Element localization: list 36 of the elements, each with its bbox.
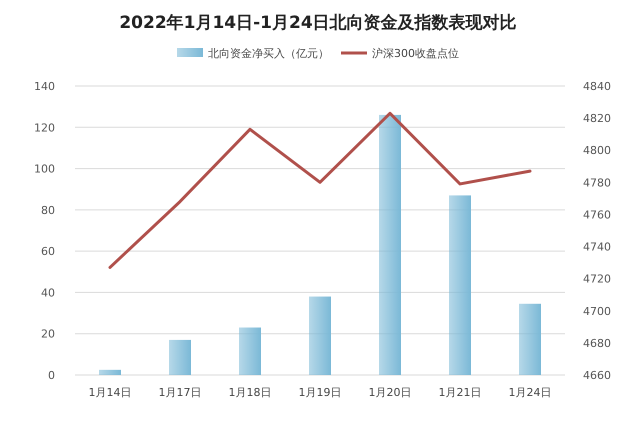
y-tick-label: 0	[48, 369, 55, 382]
chart-title: 2022年1月14日-1月24日北向资金及指数表现对比	[119, 13, 517, 33]
line-series	[108, 112, 532, 269]
x-tick-label: 1月24日	[508, 386, 552, 399]
y2-tick-label: 4700	[583, 304, 611, 318]
bar	[449, 195, 471, 375]
y-tick-label: 60	[41, 245, 55, 258]
y-tick-label: 20	[41, 328, 55, 341]
bar	[169, 340, 191, 375]
y2-tick-label: 4820	[583, 112, 611, 126]
bar	[99, 370, 121, 375]
x-tick-label: 1月20日	[368, 386, 412, 399]
y-tick-label: 80	[41, 204, 55, 217]
bar	[309, 296, 331, 375]
y-tick-label: 40	[41, 286, 55, 300]
bar	[239, 328, 261, 375]
bar	[519, 304, 541, 375]
x-tick-label: 1月17日	[158, 386, 202, 399]
y2-tick-label: 4780	[583, 176, 611, 190]
y-tick-label: 120	[34, 121, 55, 134]
y2-tick-label: 4740	[583, 240, 611, 254]
y2-tick-label: 4680	[583, 336, 611, 350]
x-tick-label: 1月19日	[298, 386, 342, 399]
y2-tick-label: 4800	[583, 144, 611, 158]
y2-tick-label: 4840	[583, 80, 611, 93]
x-tick-label: 1月14日	[88, 386, 132, 399]
x-tick-label: 1月18日	[228, 386, 272, 399]
y2-tick-label: 4660	[583, 369, 611, 382]
legend-label: 北向资金净买入（亿元）	[208, 47, 329, 60]
legend-label: 沪深300收盘点位	[372, 47, 459, 60]
y2-tick-label: 4760	[583, 208, 611, 222]
bar	[379, 114, 401, 375]
y-tick-label: 140	[34, 80, 55, 93]
x-tick-label: 1月21日	[438, 386, 482, 399]
y2-tick-label: 4720	[583, 272, 611, 286]
y-tick-label: 100	[34, 162, 55, 176]
